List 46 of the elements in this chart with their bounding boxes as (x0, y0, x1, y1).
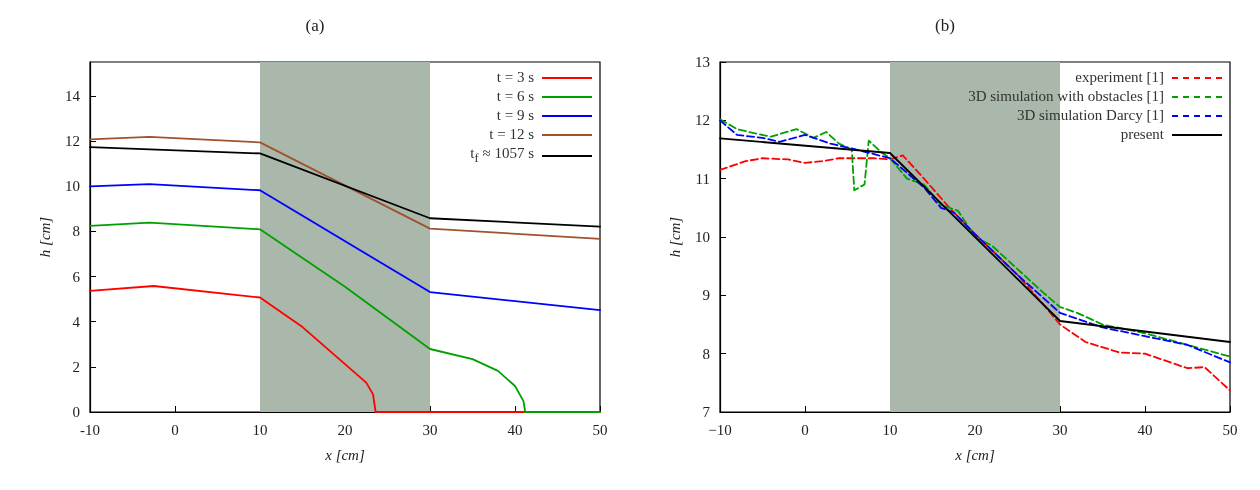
legend-label: experiment [1] (1075, 68, 1164, 87)
chart-title: (b) (935, 16, 955, 35)
legend-label: t = 9 s (496, 106, 534, 125)
x-tick-label: 30 (422, 421, 438, 438)
y-tick-label: 9 (702, 287, 710, 304)
y-tick-label: 10 (695, 229, 710, 245)
y-tick-label: 12 (695, 112, 710, 129)
y-tick-label: 6 (72, 268, 81, 285)
y-axis-title: h [cm] (666, 216, 683, 258)
x-tick-label: −10 (708, 421, 732, 438)
y-tick-label: 2 (72, 358, 80, 375)
y-tick-label: 0 (72, 404, 80, 420)
y-tick-label: 14 (65, 87, 81, 104)
x-axis-title: x [cm] (324, 446, 365, 463)
x-tick-label: 50 (592, 421, 608, 438)
legend-label: 3D simulation with obstacles [1] (968, 87, 1164, 106)
x-tick-label: 10 (882, 421, 898, 438)
x-tick-label: 20 (337, 421, 353, 438)
line-series (719, 154, 1231, 392)
x-tick-label: 30 (1052, 421, 1068, 438)
legend-label: present (1120, 125, 1164, 144)
x-tick-label: 0 (801, 421, 809, 438)
legend-label: t$_{f}$ ≈ 1057 s (470, 144, 534, 167)
y-axis-title: h [cm] (36, 216, 53, 258)
x-axis-title: x [cm] (954, 446, 995, 463)
x-tick-label: 0 (171, 421, 179, 438)
y-tick-label: 10 (65, 178, 80, 195)
y-tick-label: 11 (695, 170, 710, 187)
chart-title: (a) (305, 16, 325, 35)
legend-label: t = 12 s (489, 125, 534, 144)
x-tick-label: 10 (252, 421, 268, 438)
x-tick-label: 50 (1222, 421, 1238, 438)
y-tick-label: 8 (72, 223, 80, 240)
x-tick-label: -10 (80, 421, 100, 438)
y-tick-label: 13 (695, 54, 710, 70)
x-tick-label: 20 (967, 421, 983, 438)
y-tick-label: 4 (72, 313, 81, 330)
y-tick-label: 8 (702, 345, 710, 362)
y-tick-label: 12 (65, 133, 80, 150)
x-tick-label: 40 (1137, 421, 1153, 438)
legend-label: 3D simulation Darcy [1] (1016, 106, 1164, 125)
x-tick-label: 40 (507, 421, 523, 438)
line-series (89, 183, 601, 312)
legend-label: t = 3 s (496, 68, 534, 87)
legend-label: t = 6 s (496, 87, 534, 106)
y-tick-label: 7 (702, 404, 711, 420)
